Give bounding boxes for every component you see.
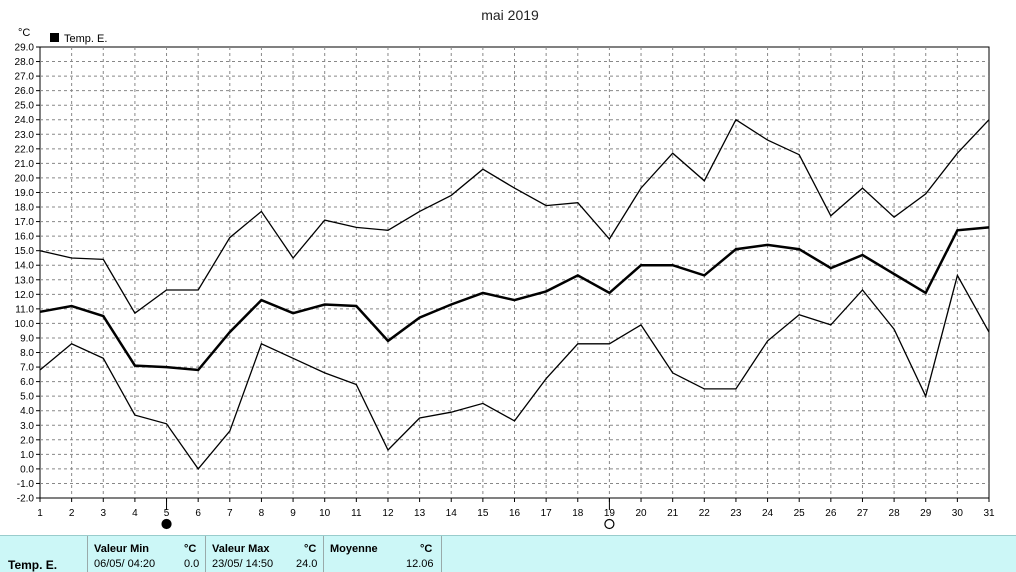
x-tick-label: 15 [477, 508, 489, 519]
x-tick-label: 24 [762, 508, 774, 519]
y-tick-label: 23.0 [15, 130, 35, 141]
x-tick-label: 21 [667, 508, 679, 519]
min-unit: °C [184, 543, 197, 555]
stats-avg-cell: Moyenne °C 12.06 [324, 536, 442, 572]
x-tick-label: 6 [195, 508, 201, 519]
y-tick-label: 18.0 [15, 203, 35, 214]
y-tick-label: 7.0 [20, 363, 34, 374]
series-line-min [39, 273, 990, 470]
max-value: 24.0 [296, 558, 318, 570]
x-tick-label: 8 [259, 508, 265, 519]
x-tick-label: 2 [69, 508, 75, 519]
y-tick-label: 9.0 [20, 333, 34, 344]
y-tick-label: 14.0 [15, 261, 35, 272]
min-header: Valeur Min [94, 543, 150, 555]
y-tick-label: 6.0 [20, 377, 34, 388]
x-tick-label: 25 [794, 508, 806, 519]
x-tick-label: 5 [164, 508, 170, 519]
x-tick-label: 27 [857, 508, 869, 519]
x-tick-label: 9 [290, 508, 296, 519]
y-tick-label: 29.0 [15, 43, 35, 54]
x-tick-label: 3 [100, 508, 106, 519]
avg-unit: °C [420, 543, 433, 555]
y-tick-label: 25.0 [15, 101, 35, 112]
y-tick-label: 17.0 [15, 217, 35, 228]
min-when: 06/05/ 04:20 [94, 558, 156, 570]
series-lines [39, 118, 990, 470]
y-tick-label: 16.0 [15, 232, 35, 243]
x-tick-label: 28 [889, 508, 901, 519]
x-tick-label: 11 [351, 508, 362, 519]
y-tick-label: 4.0 [20, 406, 34, 417]
y-tick-label: 8.0 [20, 348, 34, 359]
legend-swatch [50, 33, 59, 42]
x-tick-label: 29 [920, 508, 932, 519]
y-tick-label: 27.0 [15, 72, 35, 83]
y-tick-label: 5.0 [20, 392, 34, 403]
stats-max-cell: Valeur Max °C 23/05/ 14:50 24.0 [206, 536, 324, 572]
max-when: 23/05/ 14:50 [212, 558, 274, 570]
stats-panel: Temp. E. Valeur Min °C 06/05/ 04:20 0.0 … [0, 535, 1016, 572]
y-tick-label: 0.0 [20, 464, 34, 475]
x-tick-label: 30 [952, 508, 964, 519]
x-tick-label: 13 [414, 508, 426, 519]
y-tick-label: 10.0 [15, 319, 35, 330]
chart-title: mai 2019 [481, 7, 539, 23]
max-header: Valeur Max [212, 543, 270, 555]
series-line-max [39, 118, 990, 315]
x-tick-label: 31 [983, 508, 995, 519]
series-line-mean [39, 226, 990, 372]
y-tick-label: 22.0 [15, 144, 35, 155]
y-tick-label: 1.0 [20, 450, 34, 461]
y-tick-label: 21.0 [15, 159, 35, 170]
avg-value: 12.06 [406, 558, 434, 570]
stats-min-cell: Valeur Min °C 06/05/ 04:20 0.0 [88, 536, 206, 572]
x-tick-label: 26 [825, 508, 837, 519]
full-moon-icon [604, 518, 615, 530]
x-tick-label: 4 [132, 508, 138, 519]
y-tick-label: -2.0 [17, 494, 35, 505]
x-tick-label: 22 [699, 508, 711, 519]
y-tick-label: 2.0 [20, 435, 34, 446]
x-tick-label: 19 [604, 508, 616, 519]
y-tick-label: 13.0 [15, 275, 35, 286]
grid-lines [40, 47, 989, 498]
x-tick-label: 14 [446, 508, 458, 519]
y-tick-label: 15.0 [15, 246, 35, 257]
y-tick-label: 20.0 [15, 173, 35, 184]
plot-area [39, 46, 990, 499]
x-tick-label: 7 [227, 508, 233, 519]
avg-header: Moyenne [330, 543, 378, 555]
x-tick-label: 16 [509, 508, 521, 519]
y-tick-label: 11.0 [15, 304, 34, 315]
temperature-chart: mai 2019 °C Temp. E. 29.028.027.026.025.… [15, 7, 995, 530]
y-tick-label: 26.0 [15, 86, 35, 97]
x-tick-label: 10 [319, 508, 331, 519]
stats-row-label: Temp. E. [8, 558, 58, 572]
max-unit: °C [304, 543, 317, 555]
y-tick-label: 12.0 [15, 290, 35, 301]
x-tick-label: 23 [730, 508, 742, 519]
x-tick-label: 12 [382, 508, 394, 519]
y-axis-ticks: 29.0 28.0 27.0 26.0 25.0 24.0 23.0 22.0 21.0 20.0… [15, 43, 40, 505]
y-tick-label: 3.0 [20, 421, 34, 432]
new-moon-icon [161, 518, 172, 530]
y-tick-label: -1.0 [17, 479, 35, 490]
legend-label: Temp. E. [64, 33, 107, 45]
y-tick-label: 24.0 [15, 115, 35, 126]
x-axis-ticks: 1 2 3 4 5 6 7 8 9 10 11 12 13 14 15 16 17 18 19 20 21 22 23 24 2… [37, 498, 995, 519]
y-tick-label: 28.0 [15, 57, 35, 68]
x-tick-label: 20 [635, 508, 647, 519]
stats-row-label-cell: Temp. E. [0, 536, 88, 572]
y-axis-unit: °C [18, 27, 30, 39]
min-value: 0.0 [184, 558, 200, 570]
moon-phases [161, 498, 615, 530]
x-tick-label: 17 [541, 508, 553, 519]
y-tick-label: 19.0 [15, 188, 35, 199]
x-tick-label: 1 [37, 508, 43, 519]
x-tick-label: 18 [572, 508, 584, 519]
